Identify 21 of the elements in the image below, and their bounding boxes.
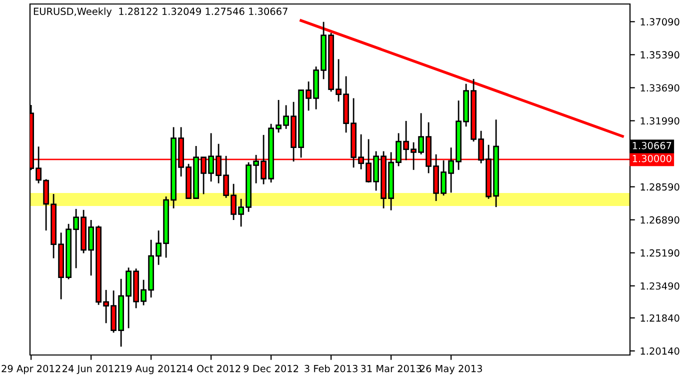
x-tick-label: 19 Aug 2012 (121, 364, 182, 374)
y-tick-label: 1.21840 (640, 314, 680, 322)
y-tick-label: 1.35390 (640, 51, 680, 59)
x-tick-label: 3 Feb 2013 (304, 364, 358, 372)
x-tick-label: 9 Dec 2012 (244, 364, 298, 372)
x-tick-label: 24 Jun 2012 (62, 364, 120, 374)
x-tick-label: 26 May 2013 (420, 364, 482, 374)
y-tick-label: 1.26890 (640, 216, 680, 224)
y-tick-label: 1.33690 (640, 84, 680, 92)
x-tick-label: 31 Mar 2013 (360, 364, 422, 372)
y-tick-label: 1.28590 (640, 183, 680, 191)
ref-line-label: 1.30000 (632, 154, 672, 162)
y-tick-label: 1.23490 (640, 282, 680, 290)
y-tick-label: 1.25190 (640, 249, 680, 257)
x-tick-label: 29 Apr 2012 (2, 364, 60, 374)
x-tick-label: 14 Oct 2012 (182, 364, 240, 372)
text: 1.30667 (632, 142, 672, 150)
y-tick-label: 1.37090 (640, 18, 680, 26)
y-tick-label: 1.20140 (640, 347, 680, 355)
y-tick-label: 1.31990 (640, 117, 680, 125)
chart-title: EURUSD,Weekly 1.28122 1.32049 1.27546 1.30667 (34, 8, 288, 17)
